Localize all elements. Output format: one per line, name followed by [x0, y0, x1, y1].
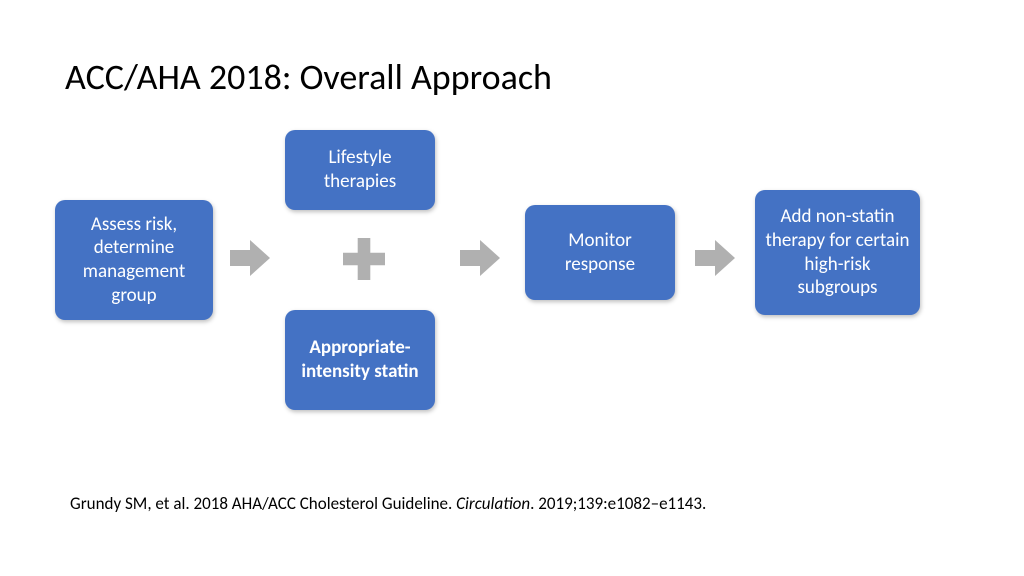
arrow-icon [695, 240, 735, 276]
citation-journal: Circulation [456, 493, 530, 514]
page-title: ACC/AHA 2018: Overall Approach [65, 55, 552, 99]
node-lifestyle: Lifestyle therapies [285, 130, 435, 210]
node-label: Add non-statin therapy for certain high-… [763, 205, 912, 300]
citation-suffix: . 2019;139:e1082–e1143. [530, 493, 706, 514]
node-label: Monitor response [533, 229, 667, 277]
node-label: Appropriate-intensity statin [293, 336, 427, 384]
node-label: Lifestyle therapies [293, 146, 427, 194]
node-statin: Appropriate-intensity statin [285, 310, 435, 410]
node-monitor: Monitor response [525, 205, 675, 300]
flow-diagram: Assess risk, determine management group … [55, 130, 975, 430]
arrow-icon [460, 240, 500, 276]
plus-icon [343, 238, 385, 280]
node-nonstatin: Add non-statin therapy for certain high-… [755, 190, 920, 315]
citation-text: Grundy SM, et al. 2018 AHA/ACC Cholester… [70, 493, 706, 514]
arrow-icon [230, 240, 270, 276]
node-label: Assess risk, determine management group [63, 213, 205, 308]
node-assess-risk: Assess risk, determine management group [55, 200, 213, 320]
citation-prefix: Grundy SM, et al. 2018 AHA/ACC Cholester… [70, 493, 456, 514]
